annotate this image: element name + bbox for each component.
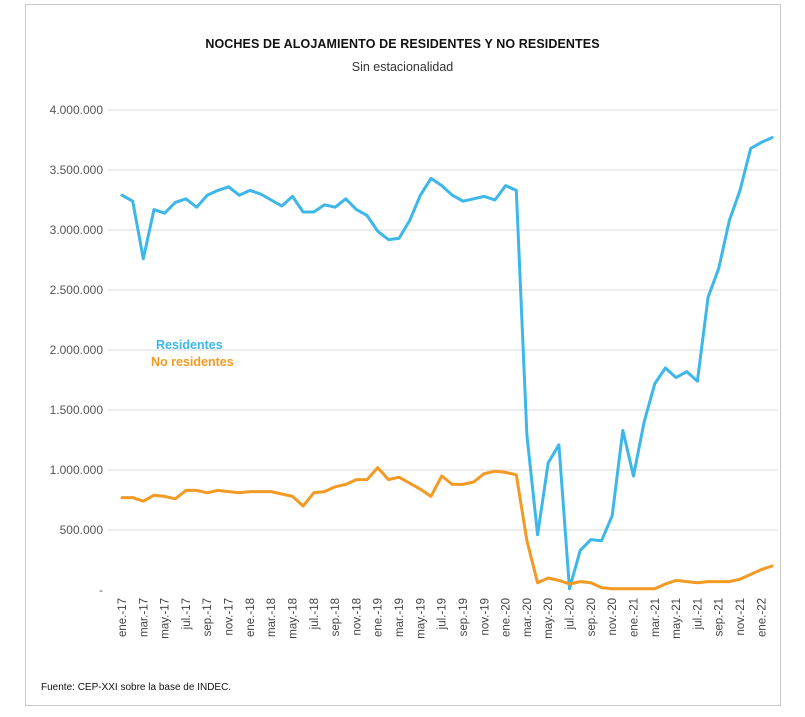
chart-subtitle: Sin estacionalidad bbox=[351, 60, 454, 74]
x-tick-label: mar.-18 bbox=[266, 598, 278, 637]
y-tick-label: 500.000 bbox=[60, 523, 104, 537]
x-tick-label: may.-18 bbox=[287, 598, 299, 639]
y-tick-label: 3.000.000 bbox=[50, 223, 104, 237]
x-tick-label: may.-17 bbox=[160, 598, 172, 639]
x-tick-label: ene.-20 bbox=[501, 598, 513, 637]
x-axis-ticks: ene.-17 mar.-17 may.-17 jul.-17 sep.-17 nov.-… bbox=[117, 598, 768, 639]
x-tick-label: nov.-18 bbox=[351, 598, 363, 636]
x-tick-label: jul.-19 bbox=[437, 598, 449, 630]
x-tick-label: sep.-21 bbox=[714, 598, 726, 636]
x-tick-label: may.-20 bbox=[543, 598, 555, 639]
y-tick-label: 1.000.000 bbox=[50, 463, 104, 477]
x-tick-label: ene.-17 bbox=[117, 598, 129, 637]
x-tick-label: nov.-21 bbox=[735, 598, 747, 636]
x-tick-label: nov.-17 bbox=[224, 598, 236, 636]
y-tick-label: 2.500.000 bbox=[50, 283, 104, 297]
series-lines bbox=[120, 136, 774, 591]
x-tick-label: jul.-20 bbox=[565, 598, 577, 630]
legend: Residentes No residentes bbox=[151, 338, 234, 369]
y-tick-label: 4.000.000 bbox=[50, 103, 104, 117]
x-tick-label: ene.-21 bbox=[628, 598, 640, 637]
x-tick-label: ene.-19 bbox=[373, 598, 385, 637]
source-note: Fuente: CEP-XXI sobre la base de INDEC. bbox=[41, 682, 232, 693]
legend-label-no-residentes: No residentes bbox=[151, 355, 234, 369]
x-tick-label: mar.-19 bbox=[394, 598, 406, 637]
gridlines bbox=[108, 109, 778, 531]
x-tick-label: jul.-17 bbox=[181, 598, 193, 630]
x-tick-label: jul.-18 bbox=[309, 598, 321, 630]
x-tick-label: sep.-20 bbox=[586, 598, 598, 636]
chart-title: NOCHES DE ALOJAMIENTO DE RESIDENTES Y NO… bbox=[205, 37, 600, 51]
y-tick-label: 2.000.000 bbox=[50, 343, 104, 357]
x-tick-label: may.-19 bbox=[415, 598, 427, 639]
x-tick-label: nov.-20 bbox=[607, 598, 619, 636]
y-axis-ticks: - 500.000 1.000.000 1.500.000 2.000.000 2.500… bbox=[50, 103, 104, 597]
x-tick-label: mar.-21 bbox=[650, 598, 662, 637]
x-tick-label: jul.-21 bbox=[692, 598, 704, 630]
x-tick-label: ene.-22 bbox=[756, 598, 768, 637]
x-tick-label: mar.-20 bbox=[522, 598, 534, 637]
x-tick-label: may.-21 bbox=[671, 598, 683, 639]
x-tick-label: sep.-19 bbox=[458, 598, 470, 636]
x-tick-label: sep.-17 bbox=[202, 598, 214, 636]
legend-label-residentes: Residentes bbox=[156, 338, 223, 352]
x-tick-label: nov.-19 bbox=[479, 598, 491, 636]
series-line-no-residentes bbox=[120, 466, 774, 591]
x-tick-label: ene.-18 bbox=[245, 598, 257, 637]
y-tick-label: - bbox=[99, 583, 103, 597]
series-line-residentes bbox=[120, 136, 774, 591]
x-tick-label: sep.-18 bbox=[330, 598, 342, 636]
y-tick-label: 3.500.000 bbox=[50, 163, 104, 177]
x-tick-label: mar.-17 bbox=[138, 598, 150, 637]
y-tick-label: 1.500.000 bbox=[50, 403, 104, 417]
